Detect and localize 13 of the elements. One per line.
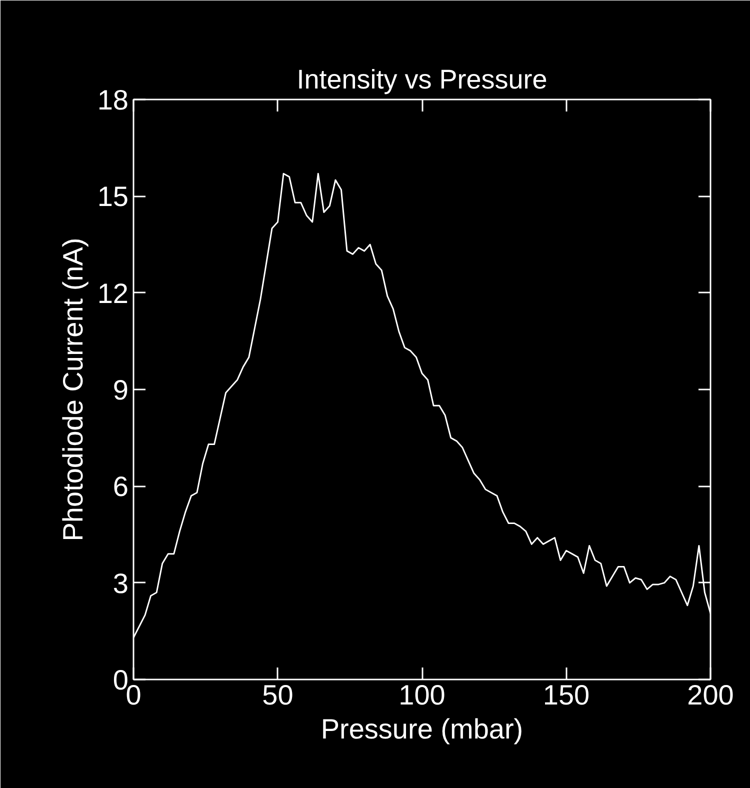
y-tick-label: 6 (112, 471, 129, 502)
chart-title: Intensity vs Pressure (296, 64, 548, 94)
x-axis-title: Pressure (mbar) (320, 714, 524, 744)
x-tick-label: 100 (398, 680, 446, 710)
x-tick-label: 150 (542, 680, 590, 710)
x-tick-label: 50 (262, 680, 294, 710)
x-tick-label: 200 (687, 680, 734, 710)
y-tick-label: 9 (112, 374, 129, 406)
y-tick-label: 15 (97, 181, 129, 212)
y-axis-title: Photodiode Current (nA) (57, 238, 88, 542)
y-tick-label: 18 (97, 84, 129, 116)
y-tick-label: 12 (97, 278, 129, 309)
y-tick-label: 3 (112, 568, 129, 599)
